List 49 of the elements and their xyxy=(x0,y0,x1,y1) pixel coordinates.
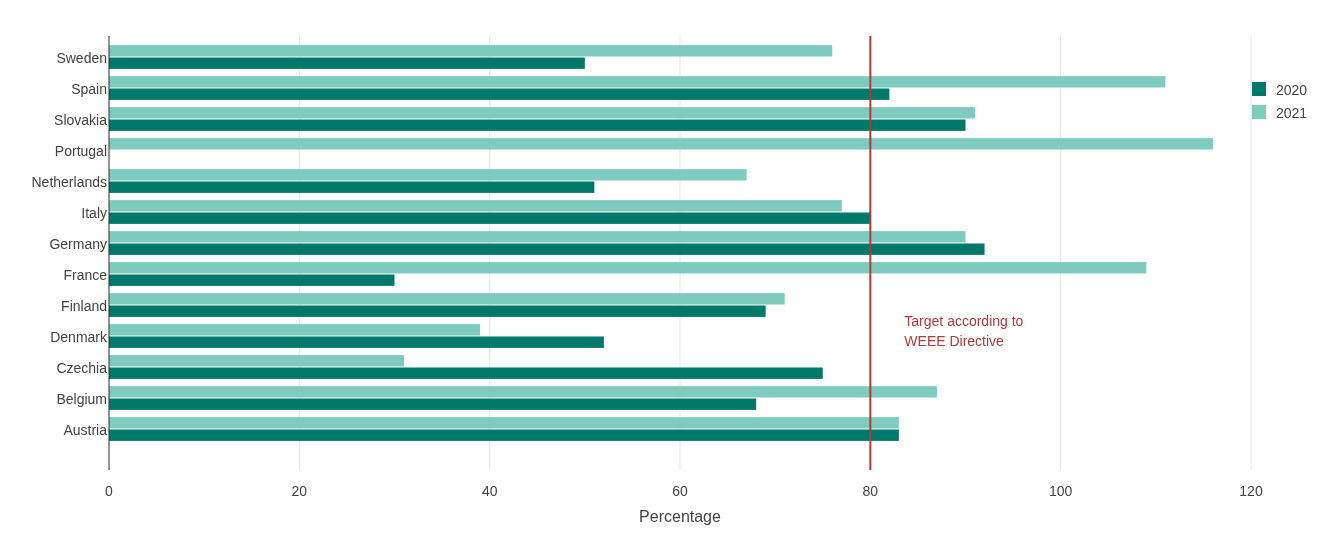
bar xyxy=(109,429,899,441)
y-tick-label: Slovakia xyxy=(54,111,108,128)
bar xyxy=(109,417,899,429)
bar xyxy=(109,45,833,57)
y-tick-label: Netherlands xyxy=(31,173,107,190)
bar xyxy=(109,367,823,379)
bar xyxy=(109,169,747,181)
bar xyxy=(109,324,481,336)
bar xyxy=(109,231,966,243)
x-tick-label: 0 xyxy=(105,483,114,499)
y-tick-label: Czechia xyxy=(56,359,108,376)
bar xyxy=(109,355,405,367)
bar xyxy=(109,293,785,305)
y-tick-label: Portugal xyxy=(54,142,107,159)
bar xyxy=(109,200,842,212)
y-tick-label: Belgium xyxy=(56,390,107,407)
bar xyxy=(109,336,604,348)
x-tick-label: 80 xyxy=(862,483,879,499)
y-tick-label: Denmark xyxy=(50,328,108,345)
y-tick-label: Germany xyxy=(49,235,107,252)
bar xyxy=(109,274,395,286)
bar xyxy=(109,212,871,224)
bar xyxy=(109,386,937,398)
x-tick-label: 40 xyxy=(481,483,498,499)
bar xyxy=(109,138,1213,150)
bar xyxy=(109,305,766,317)
y-tick-label: Austria xyxy=(63,421,108,438)
legend-label: 2021 xyxy=(1276,105,1308,121)
x-tick-label: 100 xyxy=(1048,483,1073,499)
bar xyxy=(109,243,985,255)
bar xyxy=(109,57,585,69)
x-axis-title: Percentage xyxy=(639,508,722,525)
legend-label: 2020 xyxy=(1276,82,1308,98)
bar xyxy=(109,76,1166,88)
bar xyxy=(109,398,757,410)
y-tick-label: Sweden xyxy=(56,49,107,66)
y-tick-label: Italy xyxy=(81,204,107,221)
bar xyxy=(109,107,976,119)
x-tick-label: 120 xyxy=(1239,483,1263,499)
bar xyxy=(109,88,890,100)
bar xyxy=(109,119,966,131)
y-tick-label: Finland xyxy=(61,297,107,314)
x-tick-label: 60 xyxy=(672,483,688,499)
y-tick-label: France xyxy=(63,266,108,283)
bar xyxy=(109,262,1147,274)
ref-line-label: Target according to WEEE Directive xyxy=(904,313,1024,349)
x-tick-label: 20 xyxy=(291,483,308,499)
y-tick-label: Spain xyxy=(71,80,107,97)
bar xyxy=(109,181,595,193)
